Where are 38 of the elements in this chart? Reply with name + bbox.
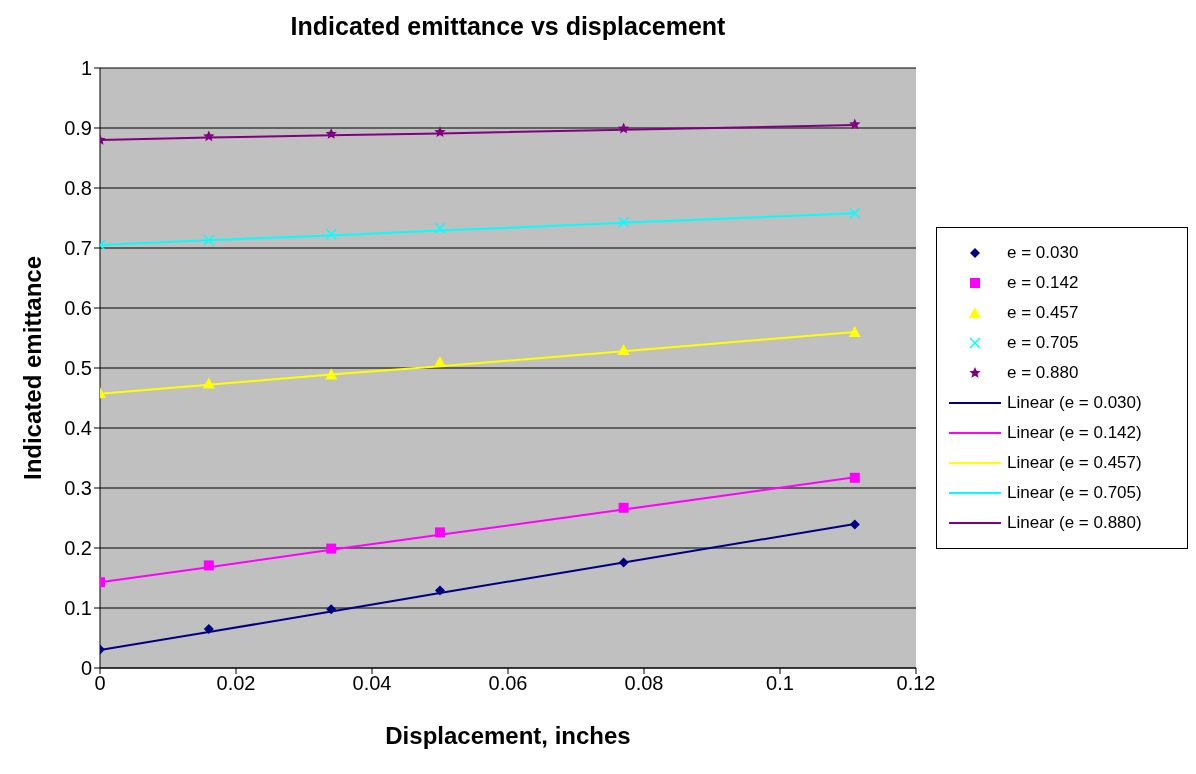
point (849, 118, 861, 130)
y-tick-label: 0.6 (64, 297, 92, 320)
x-tick-label: 0.02 (216, 672, 256, 695)
y-tick-label: 0.9 (64, 117, 92, 140)
x-tick-label: 0.12 (896, 672, 936, 695)
point (203, 234, 215, 246)
y-tick-label: 0.5 (64, 357, 92, 380)
y-tick-label: 0.1 (64, 597, 92, 620)
x-tick-label: 0 (94, 672, 106, 695)
chart-title: Indicated emittance vs displacement (289, 12, 727, 41)
legend-label: Linear (e = 0.142) (1007, 423, 1142, 443)
point (617, 216, 630, 228)
y-tick-label: 0.2 (64, 537, 92, 560)
y-tick-label: 0 (80, 657, 92, 680)
legend-label: Linear (e = 0.457) (1007, 453, 1142, 473)
legend-label: Linear (e = 0.705) (1007, 483, 1142, 503)
legend-label: Linear (e = 0.880) (1007, 513, 1142, 533)
point (434, 222, 446, 234)
x-tick-label: 0.06 (488, 672, 528, 695)
legend-label: e = 0.880 (1007, 363, 1079, 383)
point (849, 207, 861, 219)
legend-label: e = 0.705 (1007, 333, 1079, 353)
y-tick-label: 0.7 (64, 237, 92, 260)
y-axis-title: Indicated emittance (18, 255, 46, 481)
legend-label: Linear (e = 0.030) (1007, 393, 1142, 413)
x-tick-label: 0.08 (624, 672, 664, 695)
x-tick-label: 0.1 (766, 672, 794, 695)
x-tick-label: 0.04 (352, 672, 392, 695)
legend-label: e = 0.457 (1007, 303, 1079, 323)
y-tick-label: 0.3 (64, 477, 92, 500)
legend-label: e = 0.030 (1007, 243, 1079, 263)
legend-label: e = 0.142 (1007, 273, 1079, 293)
y-tick-label: 0.4 (64, 417, 92, 440)
point (849, 472, 860, 483)
y-tick-label: 0.8 (64, 177, 92, 200)
point (325, 228, 337, 240)
x-axis-title: Displacement, inches (385, 722, 631, 749)
y-tick-label: 1 (80, 57, 92, 80)
